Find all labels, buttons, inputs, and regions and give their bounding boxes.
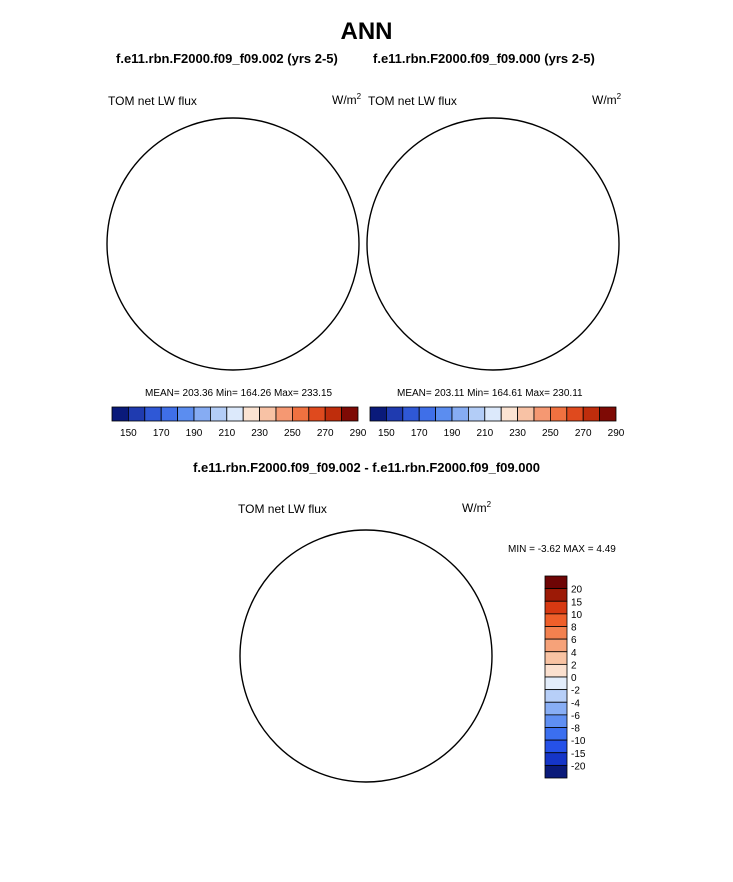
colorbar-swatch — [544, 676, 568, 691]
colorbar-tick-label: 270 — [575, 428, 592, 439]
panel-left-units: W/m2 — [332, 92, 362, 107]
colorbar-swatch — [517, 406, 535, 422]
colorbar-swatch — [451, 406, 469, 422]
colorbar-tick-label: 270 — [317, 428, 334, 439]
colorbar-swatch — [500, 406, 519, 422]
colorbar-left: 150 170 190 210 230 250 270 290 — [111, 406, 367, 439]
colorbar-tick-label: 150 — [378, 428, 395, 439]
colorbar-tick-label: 210 — [476, 428, 493, 439]
map-right — [366, 117, 620, 371]
stats-right: MEAN= 203.11 Min= 164.61 Max= 230.11 — [397, 388, 583, 399]
panel-right-label: TOM net LW flux — [368, 94, 457, 108]
colorbar-swatch — [544, 600, 568, 615]
colorbar-tick-label: 250 — [284, 428, 301, 439]
colorbar-swatch — [369, 406, 387, 422]
colorbar-swatch — [544, 752, 568, 766]
map-difference — [239, 529, 493, 783]
colorbar-swatch — [209, 406, 228, 422]
colorbar-swatch — [544, 727, 568, 741]
colorbar-tick-label: 170 — [153, 428, 170, 439]
colorbar-tick-label: 20 — [571, 585, 583, 596]
colorbar-tick-label: 190 — [444, 428, 461, 439]
difference-units: W/m2 — [462, 500, 492, 515]
colorbar-swatch — [544, 651, 568, 665]
colorbar-tick-label: -4 — [571, 698, 580, 709]
colorbar-swatch — [127, 406, 146, 422]
colorbar-tick-label: 190 — [186, 428, 203, 439]
colorbar-tick-label: -8 — [571, 724, 580, 735]
colorbar-swatch — [544, 626, 568, 640]
colorbar-swatch — [177, 406, 195, 422]
colorbar-swatch — [144, 406, 162, 422]
colorbar-swatch — [160, 406, 178, 422]
colorbar-tick-label: 290 — [608, 428, 625, 439]
colorbar-tick-label: 230 — [251, 428, 268, 439]
colorbar-swatch — [402, 406, 420, 422]
colorbar-swatch — [544, 588, 568, 602]
colorbar-right: 150 170 190 210 230 250 270 290 — [369, 406, 625, 439]
colorbar-swatch — [435, 406, 453, 422]
colorbar-tick-label: 150 — [120, 428, 137, 439]
colorbar-tick-label: -15 — [571, 749, 586, 760]
colorbar-tick-label: 290 — [350, 428, 367, 439]
colorbar-tick-label: -10 — [571, 736, 586, 747]
colorbar-swatch — [550, 406, 568, 422]
colorbar-tick-label: 8 — [571, 623, 577, 634]
colorbar-swatch — [566, 406, 584, 422]
colorbar-swatch — [385, 406, 404, 422]
panel-right-units: W/m2 — [592, 92, 622, 107]
map-left — [106, 117, 363, 374]
colorbar-swatch — [467, 406, 486, 422]
colorbar-swatch — [291, 406, 310, 422]
panel-left-label: TOM net LW flux — [108, 94, 197, 108]
colorbar-swatch — [544, 764, 568, 779]
colorbar-swatch — [226, 406, 244, 422]
colorbar-swatch — [544, 701, 568, 716]
colorbar-swatch — [599, 406, 617, 422]
colorbar-tick-label: 15 — [571, 597, 583, 608]
colorbar-swatch — [544, 575, 568, 590]
colorbar-tick-label: -2 — [571, 686, 580, 697]
colorbar-swatch — [544, 638, 568, 653]
colorbar-tick-label: -20 — [571, 761, 586, 772]
colorbar-swatch — [193, 406, 211, 422]
case-title-right: f.e11.rbn.F2000.f09_f09.000 (yrs 2-5) — [373, 51, 595, 66]
colorbar-tick-label: -6 — [571, 711, 580, 722]
colorbar-swatch — [341, 406, 359, 422]
colorbar-tick-label: 6 — [571, 635, 577, 646]
colorbar-swatch — [484, 406, 502, 422]
case-title-left: f.e11.rbn.F2000.f09_f09.002 (yrs 2-5) — [116, 51, 338, 66]
colorbar-swatch — [533, 406, 551, 422]
colorbar-swatch — [324, 406, 343, 422]
page-title: ANN — [340, 18, 393, 45]
colorbar-swatch — [544, 739, 568, 754]
colorbar-tick-label: 0 — [571, 673, 577, 684]
colorbar-tick-label: 2 — [571, 660, 577, 671]
colorbar-swatch — [544, 714, 568, 728]
difference-title: f.e11.rbn.F2000.f09_f09.002 - f.e11.rbn.… — [193, 460, 540, 475]
colorbar-swatch — [544, 663, 568, 678]
colorbar-tick-label: 4 — [571, 648, 577, 659]
difference-stats: MIN = -3.62 MAX = 4.49 — [508, 544, 616, 555]
colorbar-swatch — [242, 406, 260, 422]
colorbar-tick-label: 250 — [542, 428, 559, 439]
colorbar-swatch — [275, 406, 293, 422]
colorbar-swatch — [418, 406, 437, 422]
colorbar-tick-label: 210 — [218, 428, 235, 439]
colorbar-swatch — [582, 406, 601, 422]
colorbar-swatch — [259, 406, 277, 422]
colorbar-tick-label: 230 — [509, 428, 526, 439]
difference-label: TOM net LW flux — [238, 502, 327, 516]
stats-left: MEAN= 203.36 Min= 164.26 Max= 233.15 — [145, 388, 333, 399]
colorbar-swatch — [544, 613, 568, 627]
colorbar-tick-label: 10 — [571, 610, 583, 621]
colorbar-swatch — [308, 406, 326, 422]
colorbar-swatch — [111, 406, 129, 422]
colorbar-tick-label: 170 — [411, 428, 428, 439]
colorbar-swatch — [544, 689, 568, 703]
